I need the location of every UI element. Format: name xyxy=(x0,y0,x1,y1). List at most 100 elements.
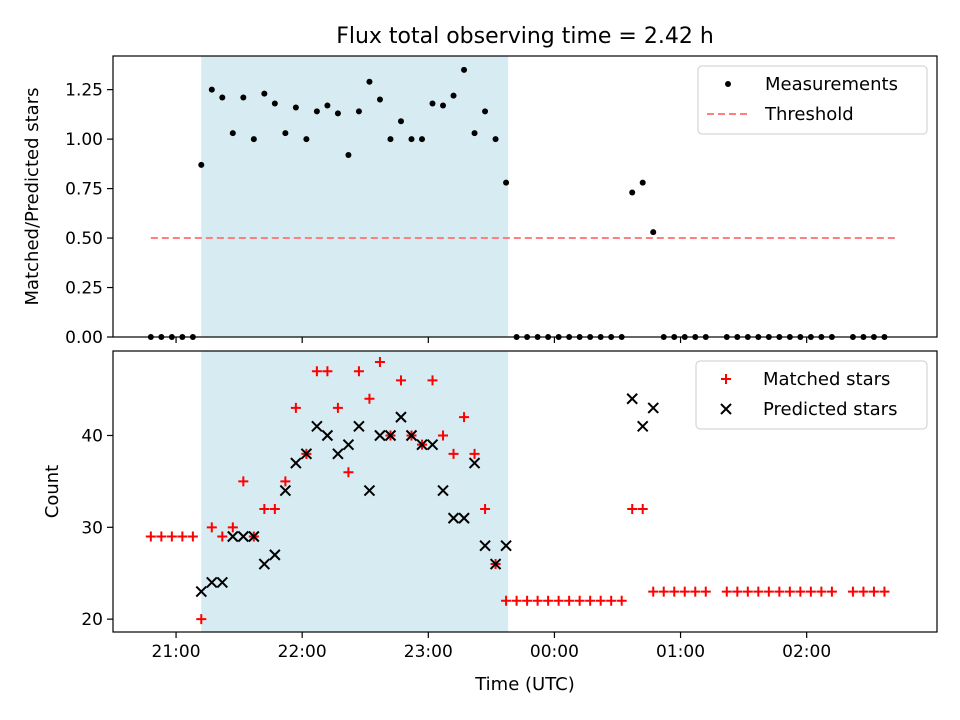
matched-star-point xyxy=(868,586,879,597)
matched-star-point xyxy=(543,595,554,606)
predicted-star-point xyxy=(626,393,638,405)
x-tick-label: 21:00 xyxy=(152,642,201,662)
predicted-star-point xyxy=(447,512,460,524)
matched-star-point xyxy=(332,402,343,413)
matched-star-point xyxy=(826,586,837,597)
predicted-star-point xyxy=(637,420,649,433)
y-tick-label: 40 xyxy=(81,426,103,446)
predicted-star-point xyxy=(216,576,229,589)
matched-star-point xyxy=(427,375,438,386)
matched-star-point xyxy=(353,366,364,377)
axes-frame xyxy=(112,350,938,633)
observing-window-span xyxy=(201,351,509,632)
matched-star-point xyxy=(511,595,522,606)
matched-star-point xyxy=(700,586,711,597)
matched-star-point xyxy=(742,586,753,597)
measurement-point xyxy=(471,130,478,137)
measurement-point xyxy=(503,179,510,186)
x-tick-label: 22:00 xyxy=(278,642,327,662)
matched-star-point xyxy=(343,467,354,478)
predicted-star-point xyxy=(426,438,439,451)
predicted-star-point xyxy=(321,429,334,442)
matched-star-point xyxy=(585,595,596,606)
legend-label: Threshold xyxy=(764,104,854,125)
matched-star-point xyxy=(480,503,491,514)
predicted-star-point xyxy=(395,411,407,423)
matched-star-point xyxy=(690,586,701,597)
matched-star-point xyxy=(595,595,606,606)
legend-label: Measurements xyxy=(765,74,898,95)
measurement-point xyxy=(345,151,352,158)
matched-star-point xyxy=(196,614,207,625)
measurement-point xyxy=(250,136,257,143)
predicted-star-point xyxy=(458,512,470,524)
matched-star-point xyxy=(532,595,543,606)
predicted-star-point xyxy=(206,576,218,589)
predicted-star-point xyxy=(248,530,260,543)
matched-star-point xyxy=(847,586,858,597)
matched-star-point xyxy=(459,412,470,423)
matched-star-point xyxy=(627,503,638,514)
matched-star-point xyxy=(259,503,270,514)
measurement-point xyxy=(313,108,320,115)
predicted-star-point xyxy=(416,438,428,451)
legend-box xyxy=(697,65,928,135)
matched-star-point xyxy=(438,430,449,441)
legend-measurement-marker xyxy=(725,81,731,87)
matched-star-point xyxy=(280,476,291,487)
legend-box xyxy=(695,360,928,430)
measurement-point xyxy=(492,136,499,143)
x-axis-label: Time (UTC) xyxy=(474,674,575,695)
matched-star-point xyxy=(721,586,732,597)
matched-star-point xyxy=(145,531,156,542)
measurement-point xyxy=(198,161,205,168)
predicted-star-point xyxy=(279,484,292,497)
predicted-star-point xyxy=(500,539,512,552)
matched-star-point xyxy=(669,586,680,597)
predicted-star-point xyxy=(258,558,271,570)
predicted-star-point xyxy=(290,457,302,469)
matched-star-point xyxy=(522,595,533,606)
matched-star-point xyxy=(763,586,774,597)
matched-star-point xyxy=(784,586,795,597)
matched-star-point xyxy=(858,586,869,597)
matched-star-point xyxy=(166,531,177,542)
predicted-star-point xyxy=(479,539,491,552)
predicted-star-point xyxy=(374,429,386,442)
matched-star-point xyxy=(648,586,659,597)
matched-star-point xyxy=(238,476,249,487)
observing-window-span xyxy=(201,56,509,337)
matched-star-point xyxy=(606,595,617,606)
predicted-star-point xyxy=(332,448,344,460)
y-tick-label: 20 xyxy=(81,610,103,630)
predicted-star-point xyxy=(489,558,502,570)
predicted-star-point xyxy=(227,530,239,543)
x-tick-label: 00:00 xyxy=(530,642,579,662)
legend: Measurements Threshold xyxy=(697,65,928,135)
measurement-point xyxy=(303,136,310,143)
matched-star-point xyxy=(374,357,385,368)
measurement-point xyxy=(450,92,457,99)
matched-star-point xyxy=(553,595,564,606)
measurement-point xyxy=(419,136,425,143)
predicted-star-point xyxy=(269,549,281,561)
flux-ratio-panel: 0.00 0.25 0.50 0.75 1.00 1.25 Matched/Predicte… xyxy=(22,55,938,348)
measurement-point xyxy=(208,86,215,93)
predicted-star-point xyxy=(311,420,323,433)
measurement-point xyxy=(461,66,468,73)
predicted-star-point xyxy=(195,585,207,598)
measurement-point xyxy=(440,102,447,109)
matched-star-point xyxy=(177,531,188,542)
measurement-point xyxy=(397,118,404,125)
matched-star-point xyxy=(501,595,512,606)
measurement-point xyxy=(355,108,362,115)
matched-star-point xyxy=(564,595,575,606)
predicted-star-point xyxy=(300,448,313,460)
matched-star-point xyxy=(753,586,764,597)
predicted-star-point xyxy=(363,484,376,497)
predicted-star-point xyxy=(405,429,418,442)
matched-star-point xyxy=(774,586,785,597)
measurement-point xyxy=(229,130,236,137)
matched-star-point xyxy=(206,522,217,533)
